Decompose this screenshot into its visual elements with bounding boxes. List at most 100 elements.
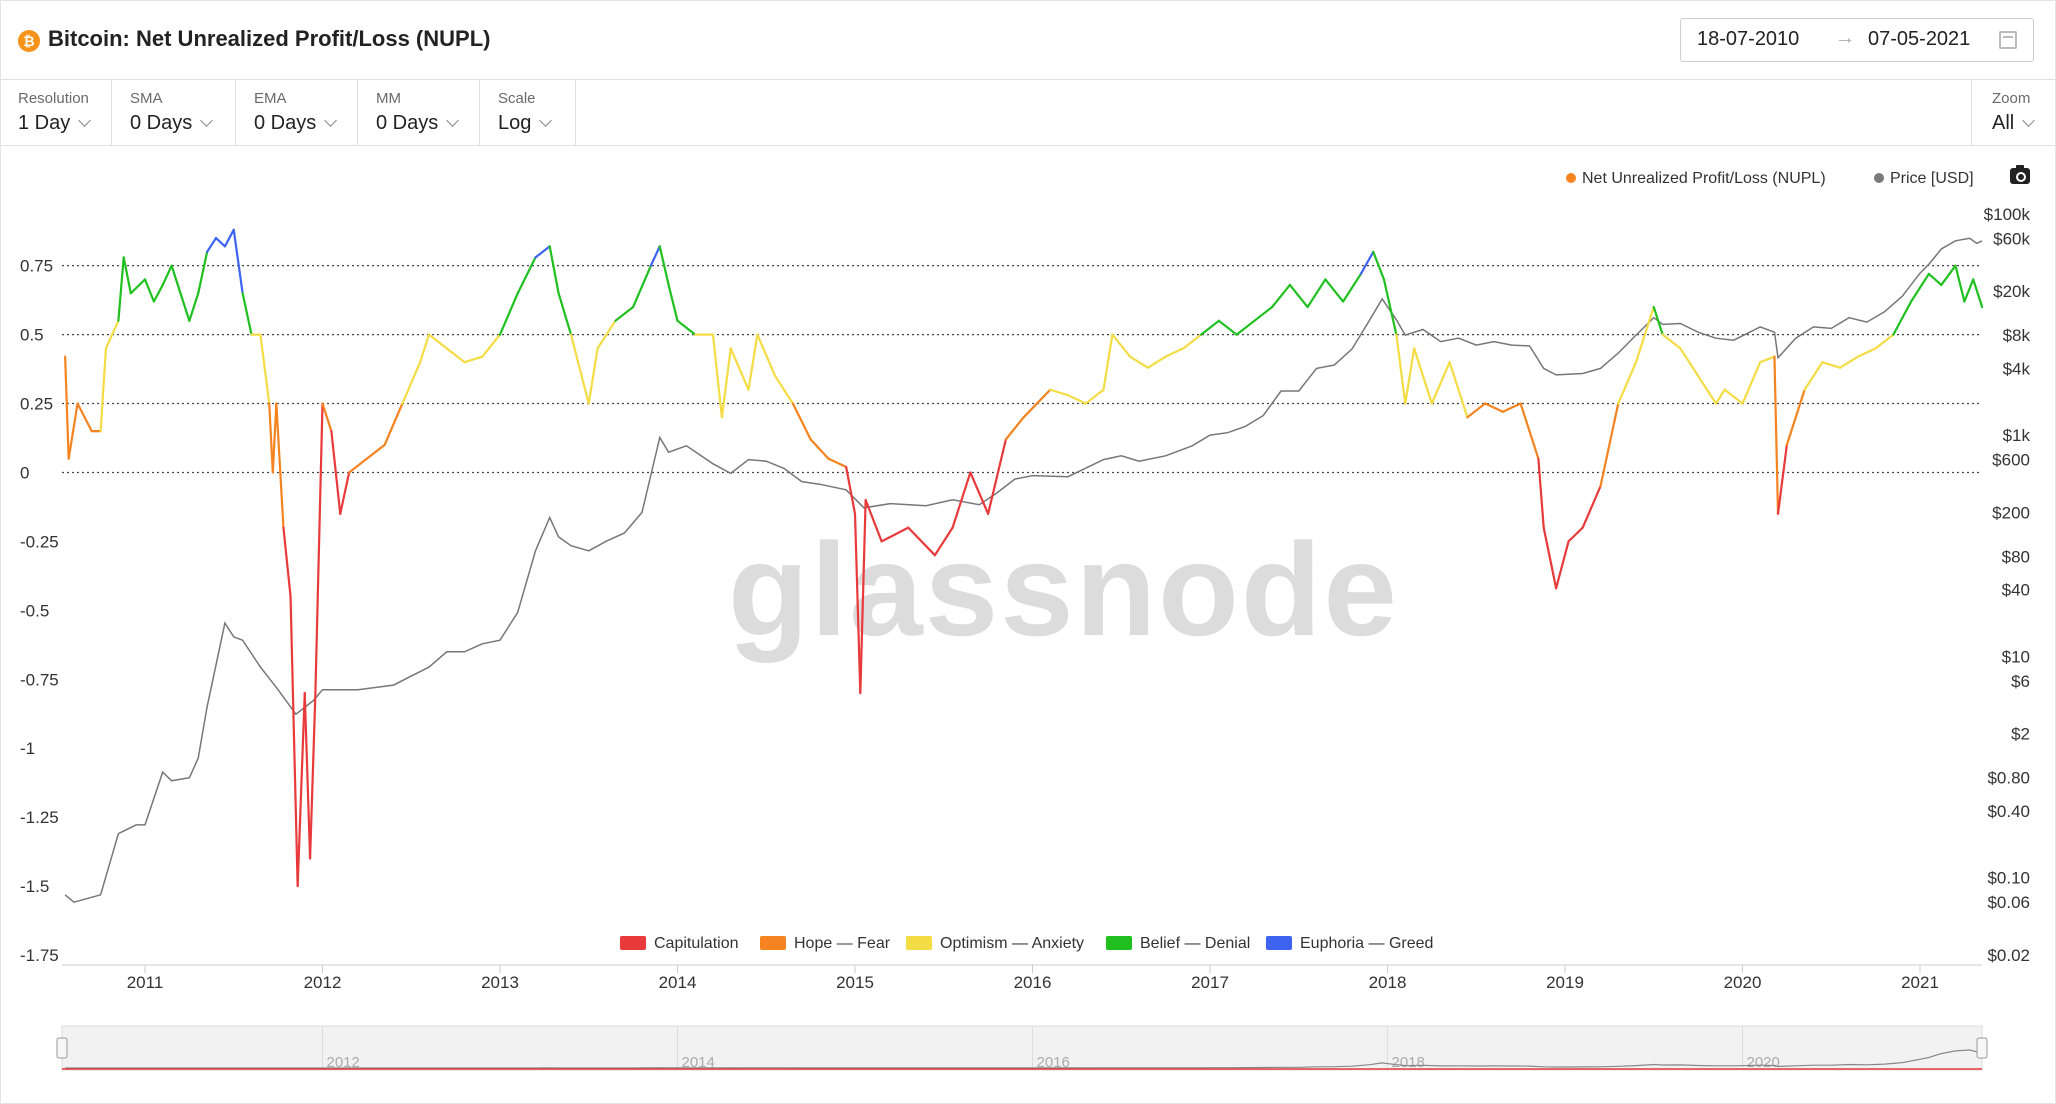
- nupl-segment: [104, 319, 120, 350]
- legend-dot-price: [1874, 173, 1884, 183]
- nupl-segment: [1892, 300, 1913, 336]
- x-axis-tick-label: 2011: [127, 973, 164, 992]
- nupl-segment: [1542, 526, 1558, 590]
- nupl-segment: [720, 347, 732, 419]
- chevron-down-icon: [446, 114, 460, 127]
- camera-icon[interactable]: [2010, 165, 2030, 184]
- nupl-segment: [498, 292, 519, 336]
- nupl-segment: [987, 438, 1007, 515]
- nupl-segment: [1661, 333, 1682, 350]
- right-axis-tick-label: $0.02: [1987, 946, 2030, 965]
- nupl-segment: [1555, 540, 1570, 590]
- sma-dropdown[interactable]: SMA 0 Days: [112, 80, 236, 146]
- scale-value[interactable]: Log: [498, 112, 553, 135]
- sma-label: SMA: [130, 90, 163, 107]
- chevron-down-icon: [78, 114, 92, 127]
- nupl-segment: [289, 595, 299, 888]
- navigator-tick-label: 2014: [682, 1054, 715, 1071]
- nupl-segment: [330, 430, 342, 515]
- nupl-segment: [206, 236, 218, 253]
- nupl-segment: [296, 691, 306, 888]
- date-range-picker[interactable]: 18-07-2010 → 07-05-2021: [1680, 18, 2034, 62]
- nupl-segment: [1537, 457, 1545, 529]
- nupl-segment: [1102, 333, 1114, 391]
- chart-toolbar: Resolution 1 Day SMA 0 Days EMA 0 Days M…: [0, 80, 2056, 146]
- right-axis-tick-label: $200: [1992, 503, 2030, 522]
- navigator-tick-label: 2016: [1037, 1054, 1070, 1071]
- navigator-tick-label: 2020: [1747, 1054, 1780, 1071]
- nupl-segment: [152, 283, 164, 303]
- nupl-segment: [827, 457, 848, 469]
- legend-belief-denial[interactable]: Belief — Denial: [1106, 934, 1250, 953]
- left-axis-tick-label: 0: [20, 463, 29, 482]
- nupl-segment: [117, 256, 125, 322]
- nupl-segment: [791, 402, 812, 441]
- zoom-label: Zoom: [1992, 90, 2031, 107]
- right-axis-tick-label: $80: [2002, 547, 2030, 566]
- nupl-segment: [271, 402, 278, 474]
- nupl-segment: [676, 319, 697, 336]
- nupl-segment: [463, 355, 484, 364]
- nupl-segment: [365, 443, 386, 460]
- left-axis-tick-label: -0.25: [20, 532, 59, 551]
- nupl-segment: [1927, 272, 1943, 287]
- nupl-segment: [1324, 278, 1345, 303]
- right-axis-tick-label: $0.06: [1987, 893, 2030, 912]
- date-to-input[interactable]: 07-05-2021: [1868, 28, 1971, 50]
- nupl-segment: [1306, 278, 1327, 309]
- chart-title: Bitcoin: Net Unrealized Profit/Loss (NUP…: [48, 26, 491, 51]
- x-axis-tick-label: 2013: [481, 973, 519, 992]
- x-axis-tick-label: 2021: [1901, 973, 1939, 992]
- nupl-segment: [1839, 355, 1859, 369]
- nupl-segment: [1874, 333, 1895, 350]
- nupl-segment: [859, 498, 867, 695]
- date-from-input[interactable]: 18-07-2010: [1697, 28, 1800, 50]
- zoom-value[interactable]: All: [1992, 112, 2036, 135]
- legend-item-nupl[interactable]: Net Unrealized Profit/Loss (NUPL): [1566, 170, 1826, 188]
- nupl-segment: [1567, 526, 1584, 543]
- left-axis-tick-label: 0.5: [20, 326, 44, 345]
- ema-value[interactable]: 0 Days: [254, 112, 338, 135]
- legend-item-price[interactable]: Price [USD]: [1874, 170, 1974, 188]
- nupl-segment: [1759, 355, 1776, 364]
- legend-hope-fear[interactable]: Hope — Fear: [760, 934, 890, 953]
- left-axis-tick-label: -1.5: [20, 877, 49, 896]
- nupl-segment: [64, 355, 70, 460]
- legend-capitulation[interactable]: Capitulation: [620, 934, 739, 953]
- navigator-left-handle[interactable]: [56, 1037, 68, 1059]
- nupl-segment: [1146, 355, 1167, 369]
- x-axis-tick-label: 2014: [659, 973, 697, 992]
- ema-dropdown[interactable]: EMA 0 Days: [236, 80, 358, 146]
- nupl-segment: [1217, 319, 1238, 336]
- nupl-segment: [1910, 272, 1930, 303]
- legend-euphoria-greed[interactable]: Euphoria — Greed: [1266, 934, 1433, 953]
- legend-optimism-anxiety[interactable]: Optimism — Anxiety: [906, 934, 1084, 953]
- nupl-segment: [259, 333, 271, 405]
- resolution-value[interactable]: 1 Day: [18, 112, 92, 135]
- reference-lines: [62, 265, 1982, 474]
- calendar-icon[interactable]: [1999, 31, 2017, 49]
- sma-value[interactable]: 0 Days: [130, 112, 214, 135]
- nupl-segment: [67, 402, 79, 460]
- nupl-segment: [853, 512, 862, 695]
- resolution-dropdown[interactable]: Resolution 1 Day: [0, 80, 112, 146]
- navigator-right-handle[interactable]: [1976, 1037, 1988, 1059]
- nupl-segment: [1430, 361, 1451, 405]
- navigator[interactable]: 2012 2014 2016 2018 2020: [56, 1025, 1988, 1071]
- nupl-segment: [1049, 388, 1070, 397]
- chevron-down-icon: [324, 114, 338, 127]
- nupl-segment: [348, 457, 368, 474]
- nupl-segment: [933, 526, 954, 557]
- scale-dropdown[interactable]: Scale Log: [480, 80, 576, 146]
- price-series: [64, 237, 1983, 904]
- nupl-segment: [864, 498, 883, 543]
- legend-dot-nupl: [1566, 173, 1576, 183]
- nupl-segment: [658, 245, 670, 287]
- zoom-dropdown[interactable]: Zoom All: [1971, 80, 2056, 146]
- nupl-segment: [548, 245, 560, 295]
- mm-dropdown[interactable]: MM 0 Days: [358, 80, 480, 146]
- nupl-segment: [76, 402, 93, 433]
- nupl-segment: [1084, 388, 1105, 405]
- mm-value[interactable]: 0 Days: [376, 112, 460, 135]
- nupl-segment: [1821, 361, 1842, 369]
